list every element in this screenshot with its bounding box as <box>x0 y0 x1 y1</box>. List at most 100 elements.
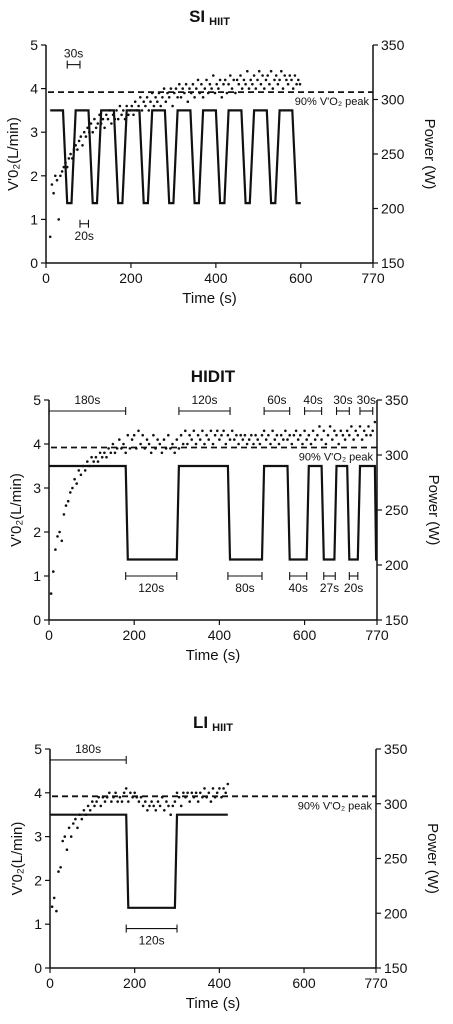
vo2-data-point <box>263 87 266 90</box>
y-tick-label: 5 <box>33 392 41 408</box>
vo2-data-point <box>77 139 81 143</box>
vo2-data-point <box>147 109 151 112</box>
vo2-data-point <box>296 438 300 441</box>
vo2-data-point <box>110 122 113 125</box>
vo2-data-point <box>307 433 311 437</box>
vo2-data-point <box>93 117 96 121</box>
vo2-data-point <box>184 795 187 799</box>
vo2-data-point <box>173 800 177 803</box>
vo2-data-point <box>271 429 274 433</box>
vo2-data-point <box>166 91 169 95</box>
vo2-data-point <box>158 442 162 446</box>
vo2-data-point <box>108 791 111 795</box>
vo2-data-point <box>244 82 247 86</box>
vo2-data-point <box>49 592 53 595</box>
vo2-data-point <box>91 130 94 134</box>
vo2-data-point <box>112 795 115 799</box>
vo2-data-point <box>126 433 130 437</box>
chart-title-main: LI <box>193 713 208 732</box>
vo2-data-point <box>113 117 117 121</box>
vo2-data-point <box>67 157 71 160</box>
vo2-data-point <box>88 464 91 468</box>
vo2-data-point <box>165 800 168 803</box>
vo2-data-point <box>201 429 204 433</box>
chart-panel-3: LI HIIT 0 200 400 600 770 0 1 2 3 4 5 150 200 250 300 350… <box>9 713 441 1012</box>
vo2-data-point <box>258 442 262 446</box>
vo2-data-point <box>293 74 297 77</box>
vo2-data-point <box>72 822 75 825</box>
x-tick-label: 770 <box>361 270 385 286</box>
interval-label: 180s <box>74 393 100 407</box>
vo2-data-point <box>54 174 57 178</box>
vo2-data-point <box>169 87 173 90</box>
vo2-data-point <box>103 451 106 455</box>
interval-label: 30s <box>64 47 83 61</box>
vo2-data-point <box>235 433 238 437</box>
chart-title-subscript: HIIT <box>212 722 233 734</box>
vo2-data-point <box>78 813 81 816</box>
vo2-data-point <box>269 69 273 73</box>
vo2-data-point <box>82 130 86 134</box>
vo2-data-point <box>99 122 103 125</box>
vo2-data-point <box>131 795 134 799</box>
vo2-data-point <box>116 800 119 803</box>
vo2-data-point <box>137 429 140 433</box>
vo2-data-point <box>184 429 187 433</box>
vo2-data-point <box>81 464 85 468</box>
vo2-data-point <box>128 109 132 112</box>
vo2-data-point <box>245 442 249 446</box>
x-tick-label: 600 <box>292 975 316 991</box>
y-tick-label: 1 <box>34 916 42 932</box>
vo2-data-point <box>192 795 196 799</box>
vo2-data-point <box>177 795 181 799</box>
vo2-data-point <box>234 91 237 95</box>
x-tick-label: 200 <box>119 270 143 286</box>
vo2-data-point <box>133 100 137 103</box>
vo2-data-point <box>175 791 179 795</box>
vo2-data-point <box>206 91 210 95</box>
vo2-data-point <box>71 157 74 160</box>
vo2-data-point <box>326 433 330 437</box>
vo2-data-point <box>335 433 338 437</box>
vo2-data-point <box>220 795 223 799</box>
vo2-data-point <box>341 433 345 437</box>
vo2-data-point <box>76 148 79 151</box>
vo2-data-point <box>233 438 236 441</box>
vo2-data-point <box>276 82 280 86</box>
vo2-data-point <box>203 787 206 790</box>
vo2-data-point <box>159 104 162 108</box>
vo2-data-point <box>322 429 326 433</box>
interval-label: 30s <box>333 393 352 407</box>
vo2-data-point <box>220 433 223 437</box>
y2-tick-label: 250 <box>385 502 409 518</box>
vo2-data-point <box>161 96 164 99</box>
vo2-data-point <box>106 117 110 121</box>
vo2-data-point <box>132 113 135 117</box>
vo2-data-point <box>290 442 294 446</box>
vo2-data-point <box>220 96 224 99</box>
vo2-data-point <box>120 800 124 803</box>
vo2-data-point <box>356 433 360 437</box>
vo2-data-point <box>124 451 127 455</box>
vo2-data-point <box>362 429 366 433</box>
vo2-data-point <box>65 165 69 169</box>
vo2-data-point <box>90 455 93 459</box>
vo2-data-point <box>290 78 293 82</box>
vo2-data-point <box>282 438 285 441</box>
vo2-data-point <box>177 447 181 450</box>
vo2-data-point <box>88 809 92 812</box>
vo2-data-point <box>84 813 88 816</box>
threshold-label: 90% V'O₂ peak <box>299 452 374 464</box>
vo2-data-point <box>179 96 183 99</box>
vo2-data-point <box>152 433 155 437</box>
vo2-data-point <box>183 91 186 95</box>
vo2-data-point <box>207 791 211 795</box>
y-tick-label: 3 <box>34 829 42 845</box>
vo2-data-point <box>313 438 317 441</box>
x-axis-label: Time (s) <box>182 290 236 307</box>
vo2-data-point <box>268 82 271 86</box>
vo2-data-point <box>164 447 168 450</box>
vo2-data-point <box>105 455 108 459</box>
vo2-data-point <box>188 87 191 90</box>
vo2-data-point <box>309 442 313 446</box>
